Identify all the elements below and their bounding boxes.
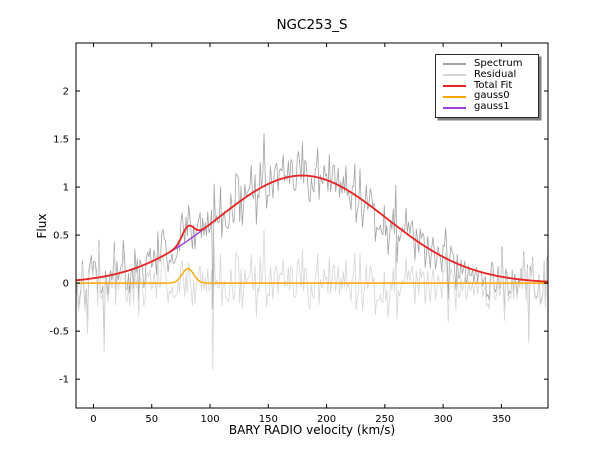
legend-line-sample (443, 74, 466, 77)
y-tick-label: 0.5 (53, 231, 69, 242)
y-tick-label: -1 (59, 375, 69, 386)
legend-entry-residual: Residual (443, 68, 533, 81)
y-tick-label: 1.5 (53, 135, 69, 146)
series-spectrum (76, 132, 548, 347)
x-tick-label: 150 (259, 414, 278, 425)
legend-line-sample (443, 63, 466, 66)
axes-frame (75, 42, 549, 409)
x-tick-label: 50 (145, 414, 158, 425)
legend-entry-gauss0: gauss0 (443, 91, 533, 102)
plot-title: NGC253_S (276, 17, 348, 33)
y-axis-label: Flux (35, 213, 49, 239)
x-axis-label: BARY RADIO velocity (km/s) (228, 423, 396, 437)
x-tick-label: 250 (375, 414, 394, 425)
legend-entry-label: gauss1 (474, 101, 510, 113)
legend: Spectrum Residual Total Fit gauss0 gauss… (435, 54, 539, 118)
legend-entry-label: Total Fit (474, 79, 513, 91)
x-tick-label: 300 (434, 414, 453, 425)
legend-line-sample (443, 106, 466, 109)
y-tick-label: 1 (63, 183, 69, 194)
x-tick-label: 100 (200, 414, 219, 425)
y-tick-label: 2 (63, 87, 69, 98)
series-residual (76, 229, 548, 370)
y-tick-label: -0.5 (49, 327, 69, 338)
series-gauss0 (76, 268, 548, 284)
legend-entry-label: Spectrum (474, 58, 523, 69)
legend-entry-gauss1: gauss1 (443, 101, 533, 113)
legend-line-sample (443, 95, 466, 98)
x-tick-label: 200 (317, 414, 336, 425)
x-tick-label: 0 (90, 414, 96, 425)
series-gauss1 (76, 174, 548, 283)
legend-entry-spectrum: Spectrum (443, 58, 533, 70)
legend-line-sample (443, 84, 466, 87)
x-tick-label: 350 (492, 414, 511, 425)
legend-entry-label: gauss0 (474, 90, 510, 102)
legend-entry-label: Residual (474, 68, 517, 80)
legend-entry-total-fit: Total Fit (443, 79, 533, 92)
y-tick-label: 0 (63, 279, 69, 290)
series-total-fit (76, 174, 548, 283)
series-group (76, 132, 548, 370)
